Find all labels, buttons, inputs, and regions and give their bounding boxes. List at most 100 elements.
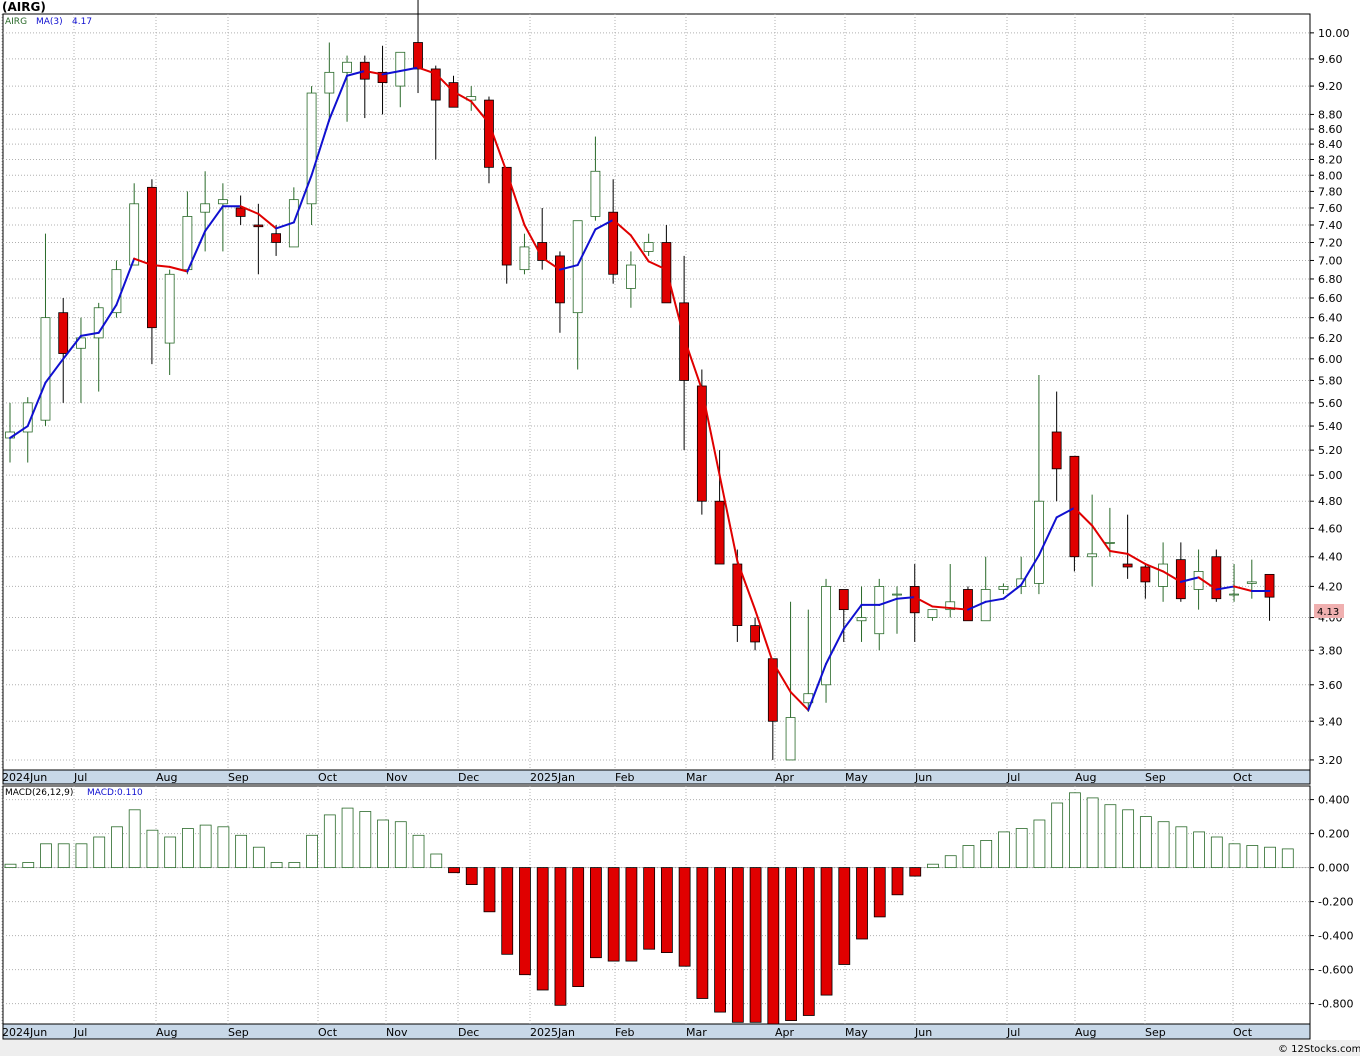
ma-segment	[1179, 576, 1200, 583]
macd-bar	[252, 846, 265, 869]
macd-bar	[217, 826, 230, 868]
chart-title: (AIRG)	[2, 0, 46, 14]
candle-body	[980, 589, 991, 622]
month-axis-band	[2, 769, 1311, 785]
macd-bar	[891, 867, 904, 896]
macd-bar	[57, 843, 70, 868]
candle-body	[1016, 578, 1027, 587]
macd-bar	[1246, 845, 1259, 869]
macd-bar	[660, 867, 673, 953]
ma-segment	[949, 607, 969, 611]
ma-segment	[1197, 576, 1218, 591]
candle-body	[1069, 455, 1080, 558]
axis-layer: 3.203.403.603.804.004.204.404.604.805.00…	[2, 27, 1353, 1039]
ma-segment	[913, 596, 934, 608]
ma-segment	[1215, 585, 1236, 591]
macd-bar	[1175, 826, 1188, 868]
macd-bar	[181, 828, 194, 868]
month-label: Nov	[386, 771, 408, 784]
candle-body	[696, 385, 707, 502]
month-label: Oct	[1233, 1026, 1253, 1039]
macd-layer	[3, 792, 1310, 1025]
macd-bar	[785, 867, 797, 1021]
last-price-label: 4.13	[1317, 607, 1339, 618]
ma-segment	[718, 474, 739, 563]
month-label: 2025Jan	[530, 771, 575, 784]
price-tick-label: 8.80	[1318, 108, 1343, 121]
ma-segment	[470, 100, 490, 125]
ma-segment	[807, 662, 828, 712]
ma-segment	[896, 596, 916, 600]
ma-segment	[523, 224, 544, 259]
macd-bar	[607, 867, 620, 962]
macd-legend-value: MACD:0.110	[87, 788, 143, 798]
month-label: Mar	[686, 771, 707, 784]
month-label: Oct	[318, 1026, 338, 1039]
macd-bar	[873, 867, 886, 918]
macd-bar	[1157, 821, 1170, 869]
ma-segment	[1233, 585, 1253, 593]
ma-segment	[186, 230, 207, 273]
price-tick-label: 8.40	[1318, 138, 1343, 151]
month-label: Feb	[615, 1026, 634, 1039]
ma-segment	[62, 334, 82, 360]
ma-segment	[700, 388, 721, 477]
month-label: Sep	[1145, 771, 1166, 784]
macd-tick-label: 0.200	[1318, 828, 1350, 841]
ma-layer	[9, 66, 1271, 712]
macd-bar	[820, 867, 833, 996]
macd-bar	[323, 814, 336, 869]
ma-segment	[931, 605, 952, 610]
ma-segment	[381, 69, 402, 76]
price-tick-label: 6.40	[1318, 312, 1343, 325]
candle-body	[1051, 431, 1062, 470]
price-tick-label: 7.60	[1318, 202, 1343, 215]
candle-body	[342, 61, 352, 73]
ma-segment	[363, 69, 384, 76]
month-label: 2025Jan	[530, 1026, 575, 1039]
ma-segment	[257, 212, 278, 230]
price-tick-label: 6.60	[1318, 292, 1343, 305]
price-tick-label: 7.40	[1318, 219, 1343, 232]
candle-body	[643, 242, 654, 252]
price-tick-label: 8.20	[1318, 153, 1343, 166]
macd-bar	[146, 829, 159, 869]
macd-bar	[714, 867, 726, 1013]
candle-body	[732, 563, 743, 626]
month-label: Sep	[228, 771, 249, 784]
price-tick-label: 3.40	[1318, 715, 1343, 728]
price-tick-label: 3.60	[1318, 679, 1343, 692]
macd-bar	[536, 867, 549, 991]
ma-segment	[168, 265, 189, 273]
macd-bar	[1193, 831, 1205, 869]
ma-segment	[328, 74, 349, 121]
month-axis-band	[2, 1023, 1311, 1040]
macd-bar	[1015, 828, 1028, 868]
macd-bar	[288, 862, 301, 868]
macd-bar	[270, 862, 283, 868]
macd-bar	[554, 867, 567, 1006]
month-label: Feb	[615, 771, 634, 784]
macd-bar	[22, 862, 35, 868]
ma-segment	[1144, 563, 1165, 573]
month-label: May	[845, 1026, 868, 1039]
candle-body	[182, 216, 193, 271]
price-tick-label: 8.60	[1318, 123, 1343, 136]
candle-body	[785, 717, 796, 761]
ma-segment	[984, 597, 1005, 603]
month-label: Apr	[775, 771, 795, 784]
candle-body	[767, 658, 778, 722]
ma-segment	[310, 118, 331, 177]
price-tick-label: 3.20	[1318, 754, 1343, 767]
price-tick-label: 6.80	[1318, 273, 1343, 286]
price-tick-label: 9.60	[1318, 53, 1343, 66]
price-tick-label: 4.40	[1318, 551, 1343, 564]
macd-bar	[980, 840, 993, 869]
macd-bar	[111, 826, 123, 868]
price-tick-label: 7.00	[1318, 254, 1343, 267]
month-label: Jul	[73, 1026, 87, 1039]
price-tick-label: 5.60	[1318, 397, 1343, 410]
month-label: Jun	[914, 771, 932, 784]
candle-body	[377, 71, 388, 84]
